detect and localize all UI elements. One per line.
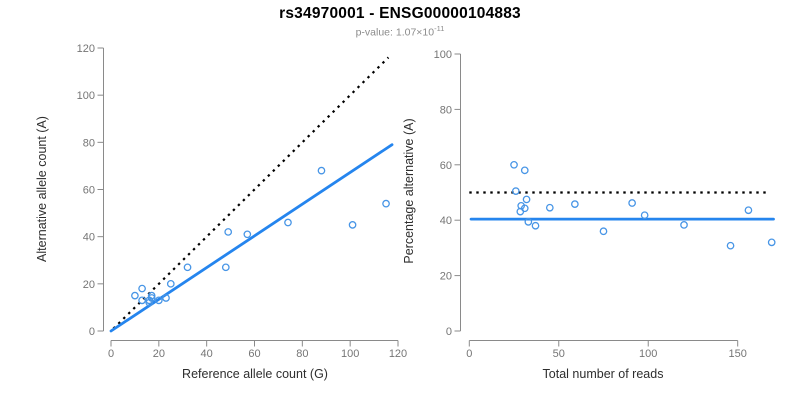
x-tick-label: 100 — [341, 348, 359, 360]
data-point — [131, 291, 139, 300]
y-tick-label: 100 — [434, 49, 452, 61]
data-point — [522, 195, 531, 204]
y-tick-label: 0 — [446, 326, 452, 338]
x-tick-label: 0 — [108, 348, 114, 360]
y-axis-title: Alternative allele count (A) — [35, 116, 49, 262]
p-value-exponent: -11 — [434, 24, 445, 33]
identity-line — [112, 56, 390, 330]
p-value-text: p-value: 1.07×10 — [355, 26, 435, 39]
right-plot: 0 20 40 60 80 100 0 50 100 150 Total number of rea… — [402, 49, 776, 381]
data-point — [510, 160, 518, 169]
left-plot: 0 20 40 60 80 100 120 0 20 40 60 80 100 120 Reference … — [35, 43, 407, 381]
data-point — [571, 200, 579, 208]
x-tick-label: 20 — [153, 348, 165, 360]
p-value-subtitle: p-value: 1.07×10-11 — [0, 24, 800, 39]
regression-line — [109, 143, 394, 333]
x-tick-label: 150 — [729, 348, 747, 360]
data-point — [154, 296, 163, 305]
data-point — [524, 218, 533, 226]
y-tick-label: 20 — [440, 271, 452, 283]
data-point — [138, 284, 146, 293]
data-point — [640, 211, 649, 220]
data-point — [284, 218, 292, 227]
data-point — [221, 263, 230, 272]
y-tick-label: 40 — [83, 232, 95, 244]
data-point — [224, 228, 233, 236]
data-point — [162, 294, 170, 302]
data-point — [166, 279, 175, 288]
data-point — [243, 230, 252, 239]
y-tick-label: 0 — [89, 326, 95, 338]
data-point — [147, 291, 156, 300]
data-point — [680, 221, 688, 229]
x-tick-label: 120 — [389, 348, 407, 360]
page-title: rs34970001 - ENSG00000104883 — [279, 5, 521, 22]
y-tick-label: 80 — [440, 104, 452, 116]
y-tick-label: 120 — [77, 43, 95, 55]
y-tick-label: 100 — [77, 90, 95, 102]
data-point — [511, 187, 520, 195]
data-point — [628, 199, 636, 207]
y-tick-label: 60 — [83, 185, 95, 197]
x-tick-label: 100 — [639, 348, 657, 360]
data-point — [382, 199, 390, 208]
data-point — [531, 221, 540, 230]
data-point — [317, 166, 326, 175]
x-axis-title: Reference allele count (G) — [182, 367, 328, 381]
data-point — [520, 166, 529, 175]
data-point — [348, 221, 357, 229]
y-axis-title: Percentage alternative (A) — [402, 118, 416, 263]
y-tick-label: 80 — [83, 137, 95, 149]
x-tick-label: 80 — [296, 348, 308, 360]
data-point — [599, 227, 608, 236]
x-tick-label: 0 — [466, 348, 472, 360]
y-tick-label: 60 — [440, 160, 452, 172]
x-tick-label: 40 — [201, 348, 213, 360]
data-point — [545, 203, 554, 212]
data-point — [147, 294, 156, 302]
data-point — [767, 238, 776, 247]
y-tick-label: 20 — [83, 279, 95, 291]
x-tick-label: 60 — [248, 348, 260, 360]
data-point — [744, 206, 753, 215]
data-point — [183, 263, 192, 272]
data-point — [520, 204, 529, 213]
data-point — [726, 241, 735, 250]
data-point — [138, 296, 146, 305]
x-tick-label: 50 — [553, 348, 565, 360]
x-axis-title: Total number of reads — [543, 367, 664, 381]
y-tick-label: 40 — [440, 215, 452, 227]
